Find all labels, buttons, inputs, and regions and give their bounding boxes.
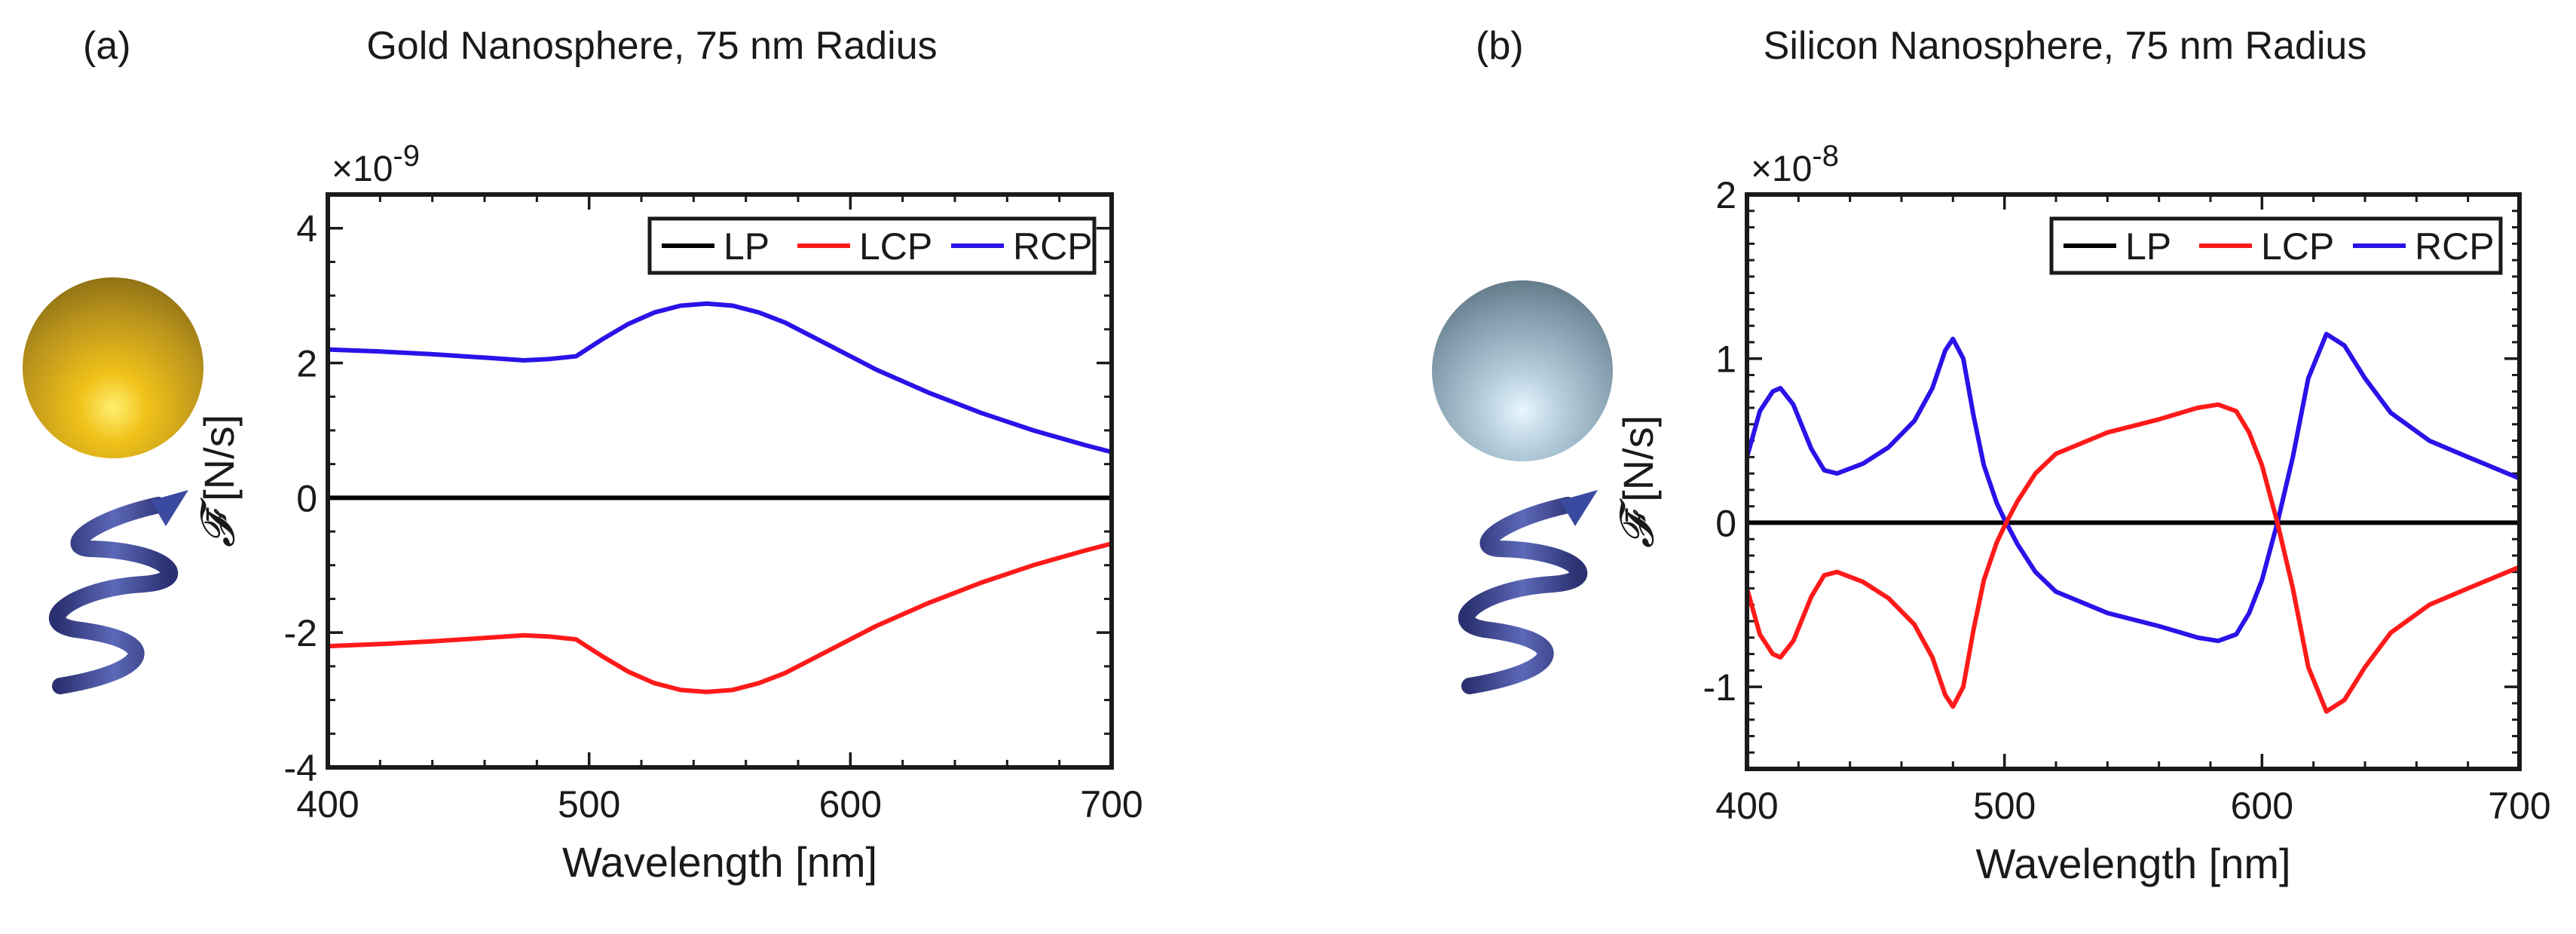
- x-tick-label: 700: [1080, 783, 1143, 825]
- legend-box: [2049, 216, 2503, 275]
- plot-area: [1747, 194, 2519, 769]
- chart-title: Gold Nanosphere, 75 nm Radius: [366, 24, 937, 68]
- legend-label-rcp: RCP: [1013, 225, 1093, 268]
- series-lcp-line: [1745, 402, 2522, 714]
- x-tick-label: 400: [296, 783, 359, 825]
- y-tick-label: 4: [296, 208, 317, 250]
- series-rcp-line: [326, 301, 1114, 455]
- panel-b: (b) Silicon Nanosphere, 75 nm Radius 400…: [1432, 24, 2551, 887]
- y-axis-gap: [195, 501, 243, 513]
- y-tick-label: 1: [1715, 338, 1736, 381]
- y-tick-label: -4: [284, 747, 317, 789]
- chart-gold: 400 500 600 700 -4 -2 0 2 4 ×10-9 Wavelength [nm] 𝓕…: [190, 139, 1143, 886]
- chart-title: Silicon Nanosphere, 75 nm Radius: [1764, 24, 2367, 68]
- legend: LP LCP RCP: [2049, 216, 2503, 275]
- plot-area: [328, 194, 1112, 767]
- legend-label-lp: LP: [2125, 225, 2171, 268]
- series-lcp-line: [326, 541, 1114, 694]
- y-tick-label: 0: [1715, 502, 1736, 544]
- exponent-base: ×10: [332, 149, 393, 189]
- x-tick-label: 500: [558, 783, 620, 825]
- y-tick-label: 2: [1715, 174, 1736, 216]
- legend-box: [647, 216, 1097, 275]
- chart-silicon: 400 500 600 700 -1 0 1 2 ×10-8 Wavelength [nm] 𝓕̄ …: [1609, 139, 2551, 887]
- y-axis-label: 𝓕̄ [N/s]: [1609, 415, 1664, 548]
- x-tick-label: 400: [1715, 785, 1778, 827]
- panel-label: (b): [1476, 24, 1524, 68]
- y-tick-label: -1: [1703, 666, 1736, 709]
- gold-sphere-illustration: [23, 277, 203, 458]
- y-axis-gap: [1614, 502, 1662, 514]
- helix-arrow-icon: [49, 490, 188, 694]
- exponent-power: -9: [393, 139, 420, 173]
- panel-a: (a) Gold Nanosphere, 75 nm Radius 400 500…: [23, 24, 1143, 886]
- y-tick-label: -2: [284, 612, 317, 654]
- helix-arrow-icon: [1458, 490, 1598, 694]
- legend-label-lcp: LCP: [859, 225, 932, 268]
- x-tick-label: 600: [2231, 785, 2293, 827]
- legend-label-rcp: RCP: [2415, 225, 2495, 268]
- legend: LP LCP RCP: [647, 216, 1097, 275]
- x-axis-label: Wavelength [nm]: [1975, 840, 2290, 887]
- legend-label-lcp: LCP: [2261, 225, 2334, 268]
- x-tick-label: 500: [1973, 785, 2036, 827]
- legend-label-lp: LP: [724, 225, 769, 268]
- x-tick-label: 600: [819, 783, 882, 825]
- panel-label: (a): [83, 24, 131, 68]
- x-tick-label: 700: [2488, 785, 2550, 827]
- y-tick-label: 2: [296, 343, 317, 385]
- silicon-nanosphere-icon: [1432, 280, 1613, 461]
- y-exponent-label: ×10-9: [332, 139, 420, 189]
- silicon-sphere-illustration: [1432, 280, 1613, 461]
- exponent-power: -8: [1812, 139, 1839, 173]
- y-axis-unit: [N/s]: [195, 415, 243, 501]
- axes-box: [1745, 192, 2522, 771]
- y-exponent-label: ×10-8: [1751, 139, 1839, 189]
- exponent-base: ×10: [1751, 149, 1812, 189]
- axes-box: [326, 192, 1114, 770]
- y-axis-label: 𝓕̄ [N/s]: [190, 415, 245, 547]
- x-axis-label: Wavelength [nm]: [562, 838, 877, 886]
- gold-nanosphere-icon: [23, 277, 203, 458]
- y-axis-unit: [N/s]: [1614, 415, 1662, 502]
- series-rcp-line: [1745, 332, 2522, 644]
- y-tick-label: 0: [296, 477, 317, 519]
